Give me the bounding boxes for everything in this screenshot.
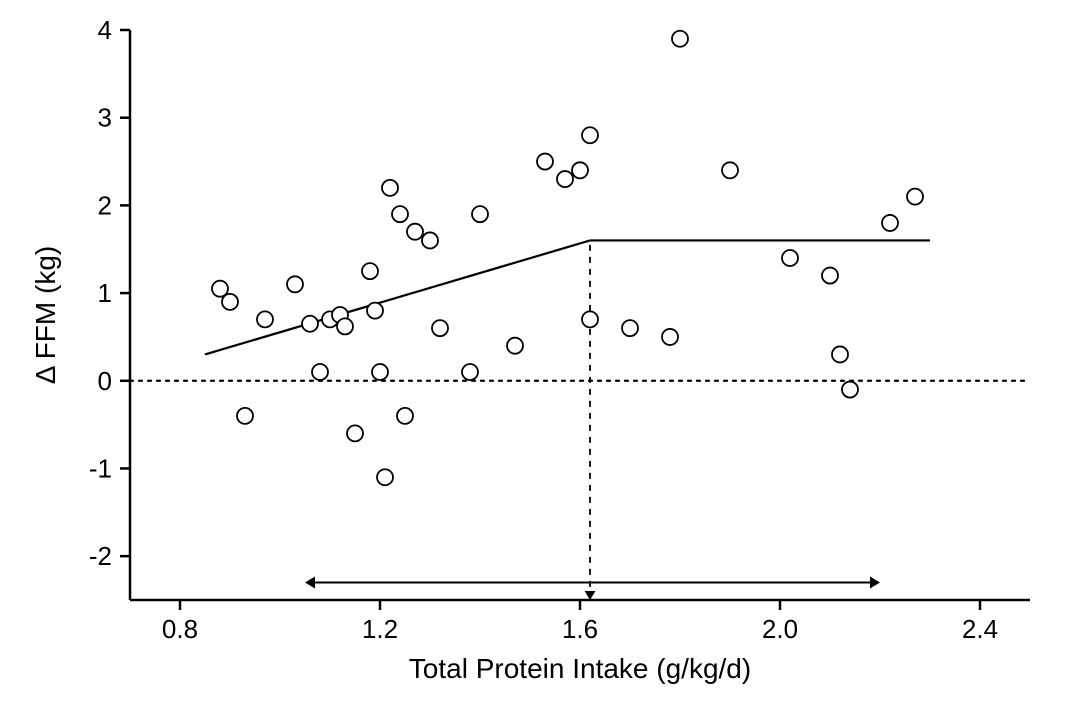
data-point <box>582 311 598 327</box>
y-tick-label: 2 <box>98 190 112 220</box>
data-point <box>557 171 573 187</box>
data-point <box>347 425 363 441</box>
x-tick-label: 0.8 <box>162 614 198 644</box>
y-tick-label: 1 <box>98 278 112 308</box>
data-point <box>822 268 838 284</box>
y-tick-label: -1 <box>89 453 112 483</box>
data-point <box>842 382 858 398</box>
data-point <box>392 206 408 222</box>
data-point <box>362 263 378 279</box>
y-tick-label: 4 <box>98 15 112 45</box>
y-axis-label: Δ FFM (kg) <box>30 246 61 384</box>
x-tick-label: 2.0 <box>762 614 798 644</box>
data-point <box>377 469 393 485</box>
data-point <box>337 318 353 334</box>
data-point <box>422 232 438 248</box>
data-point <box>397 408 413 424</box>
data-point <box>382 180 398 196</box>
data-point <box>622 320 638 336</box>
data-point <box>287 276 303 292</box>
x-tick-label: 1.6 <box>562 614 598 644</box>
x-tick-label: 1.2 <box>362 614 398 644</box>
data-point <box>462 364 478 380</box>
x-tick-label: 2.4 <box>962 614 998 644</box>
data-point <box>832 346 848 362</box>
data-point <box>372 364 388 380</box>
chart-container: 0.8 1.2 1.6 2.0 2.4 -2 -1 0 1 2 3 4 Total Protein In… <box>0 0 1080 717</box>
data-point <box>662 329 678 345</box>
data-point <box>257 311 273 327</box>
data-point <box>722 162 738 178</box>
scatter-chart: 0.8 1.2 1.6 2.0 2.4 -2 -1 0 1 2 3 4 Total Protein In… <box>0 0 1080 717</box>
data-point <box>407 224 423 240</box>
data-point <box>302 316 318 332</box>
data-point <box>432 320 448 336</box>
data-point <box>907 189 923 205</box>
data-point <box>672 31 688 47</box>
data-point <box>507 338 523 354</box>
data-point <box>582 127 598 143</box>
y-tick-label: 0 <box>98 366 112 396</box>
data-point <box>367 303 383 319</box>
data-point <box>572 162 588 178</box>
data-point <box>782 250 798 266</box>
y-tick-label: -2 <box>89 541 112 571</box>
data-point <box>882 215 898 231</box>
data-point <box>312 364 328 380</box>
y-tick-label: 3 <box>98 103 112 133</box>
data-point <box>222 294 238 310</box>
data-point <box>237 408 253 424</box>
x-axis-label: Total Protein Intake (g/kg/d) <box>409 653 751 684</box>
data-point <box>472 206 488 222</box>
data-point <box>537 154 553 170</box>
